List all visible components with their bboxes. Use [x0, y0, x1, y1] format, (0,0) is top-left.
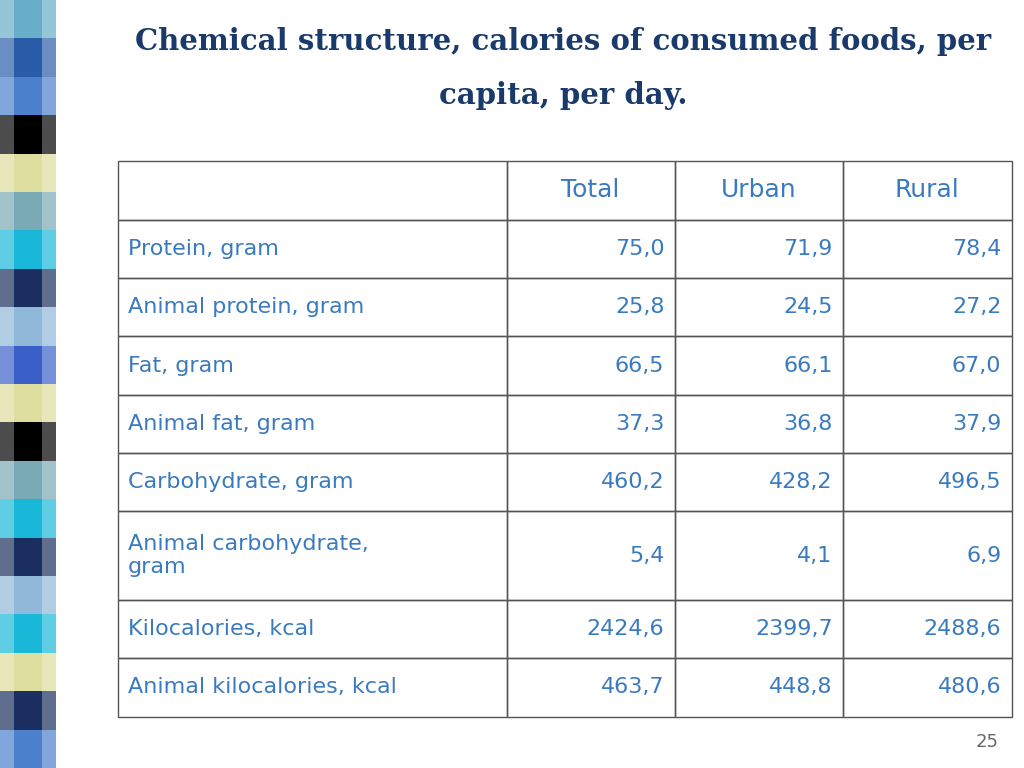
Text: 27,2: 27,2	[952, 297, 1001, 317]
Text: 78,4: 78,4	[952, 239, 1001, 259]
Text: Fat, gram: Fat, gram	[128, 356, 233, 376]
Text: 496,5: 496,5	[938, 472, 1001, 492]
Text: 66,1: 66,1	[783, 356, 833, 376]
Text: Rural: Rural	[895, 178, 959, 203]
Text: 24,5: 24,5	[783, 297, 833, 317]
Text: Animal kilocalories, kcal: Animal kilocalories, kcal	[128, 677, 397, 697]
Text: 67,0: 67,0	[952, 356, 1001, 376]
Text: capita, per day.: capita, per day.	[439, 81, 687, 110]
Text: 460,2: 460,2	[601, 472, 665, 492]
Text: 448,8: 448,8	[769, 677, 833, 697]
Text: 66,5: 66,5	[615, 356, 665, 376]
Text: Chemical structure, calories of consumed foods, per: Chemical structure, calories of consumed…	[135, 27, 991, 56]
Text: 36,8: 36,8	[783, 414, 833, 434]
Text: 4,1: 4,1	[798, 545, 833, 566]
Text: 5,4: 5,4	[629, 545, 665, 566]
Text: 37,3: 37,3	[615, 414, 665, 434]
Text: 6,9: 6,9	[967, 545, 1001, 566]
Text: 428,2: 428,2	[769, 472, 833, 492]
Text: 25,8: 25,8	[615, 297, 665, 317]
Text: Total: Total	[561, 178, 620, 203]
Text: Protein, gram: Protein, gram	[128, 239, 279, 259]
Text: Animal fat, gram: Animal fat, gram	[128, 414, 315, 434]
Text: 37,9: 37,9	[952, 414, 1001, 434]
Text: Urban: Urban	[721, 178, 797, 203]
Text: 2424,6: 2424,6	[587, 619, 665, 639]
Text: 71,9: 71,9	[783, 239, 833, 259]
Text: 2399,7: 2399,7	[755, 619, 833, 639]
Text: 75,0: 75,0	[614, 239, 665, 259]
Text: Kilocalories, kcal: Kilocalories, kcal	[128, 619, 314, 639]
Text: 25: 25	[976, 733, 998, 751]
Text: 480,6: 480,6	[938, 677, 1001, 697]
Text: Carbohydrate, gram: Carbohydrate, gram	[128, 472, 353, 492]
Text: 2488,6: 2488,6	[924, 619, 1001, 639]
Text: 463,7: 463,7	[601, 677, 665, 697]
Text: Animal carbohydrate,
gram: Animal carbohydrate, gram	[128, 534, 369, 578]
Text: Animal protein, gram: Animal protein, gram	[128, 297, 365, 317]
